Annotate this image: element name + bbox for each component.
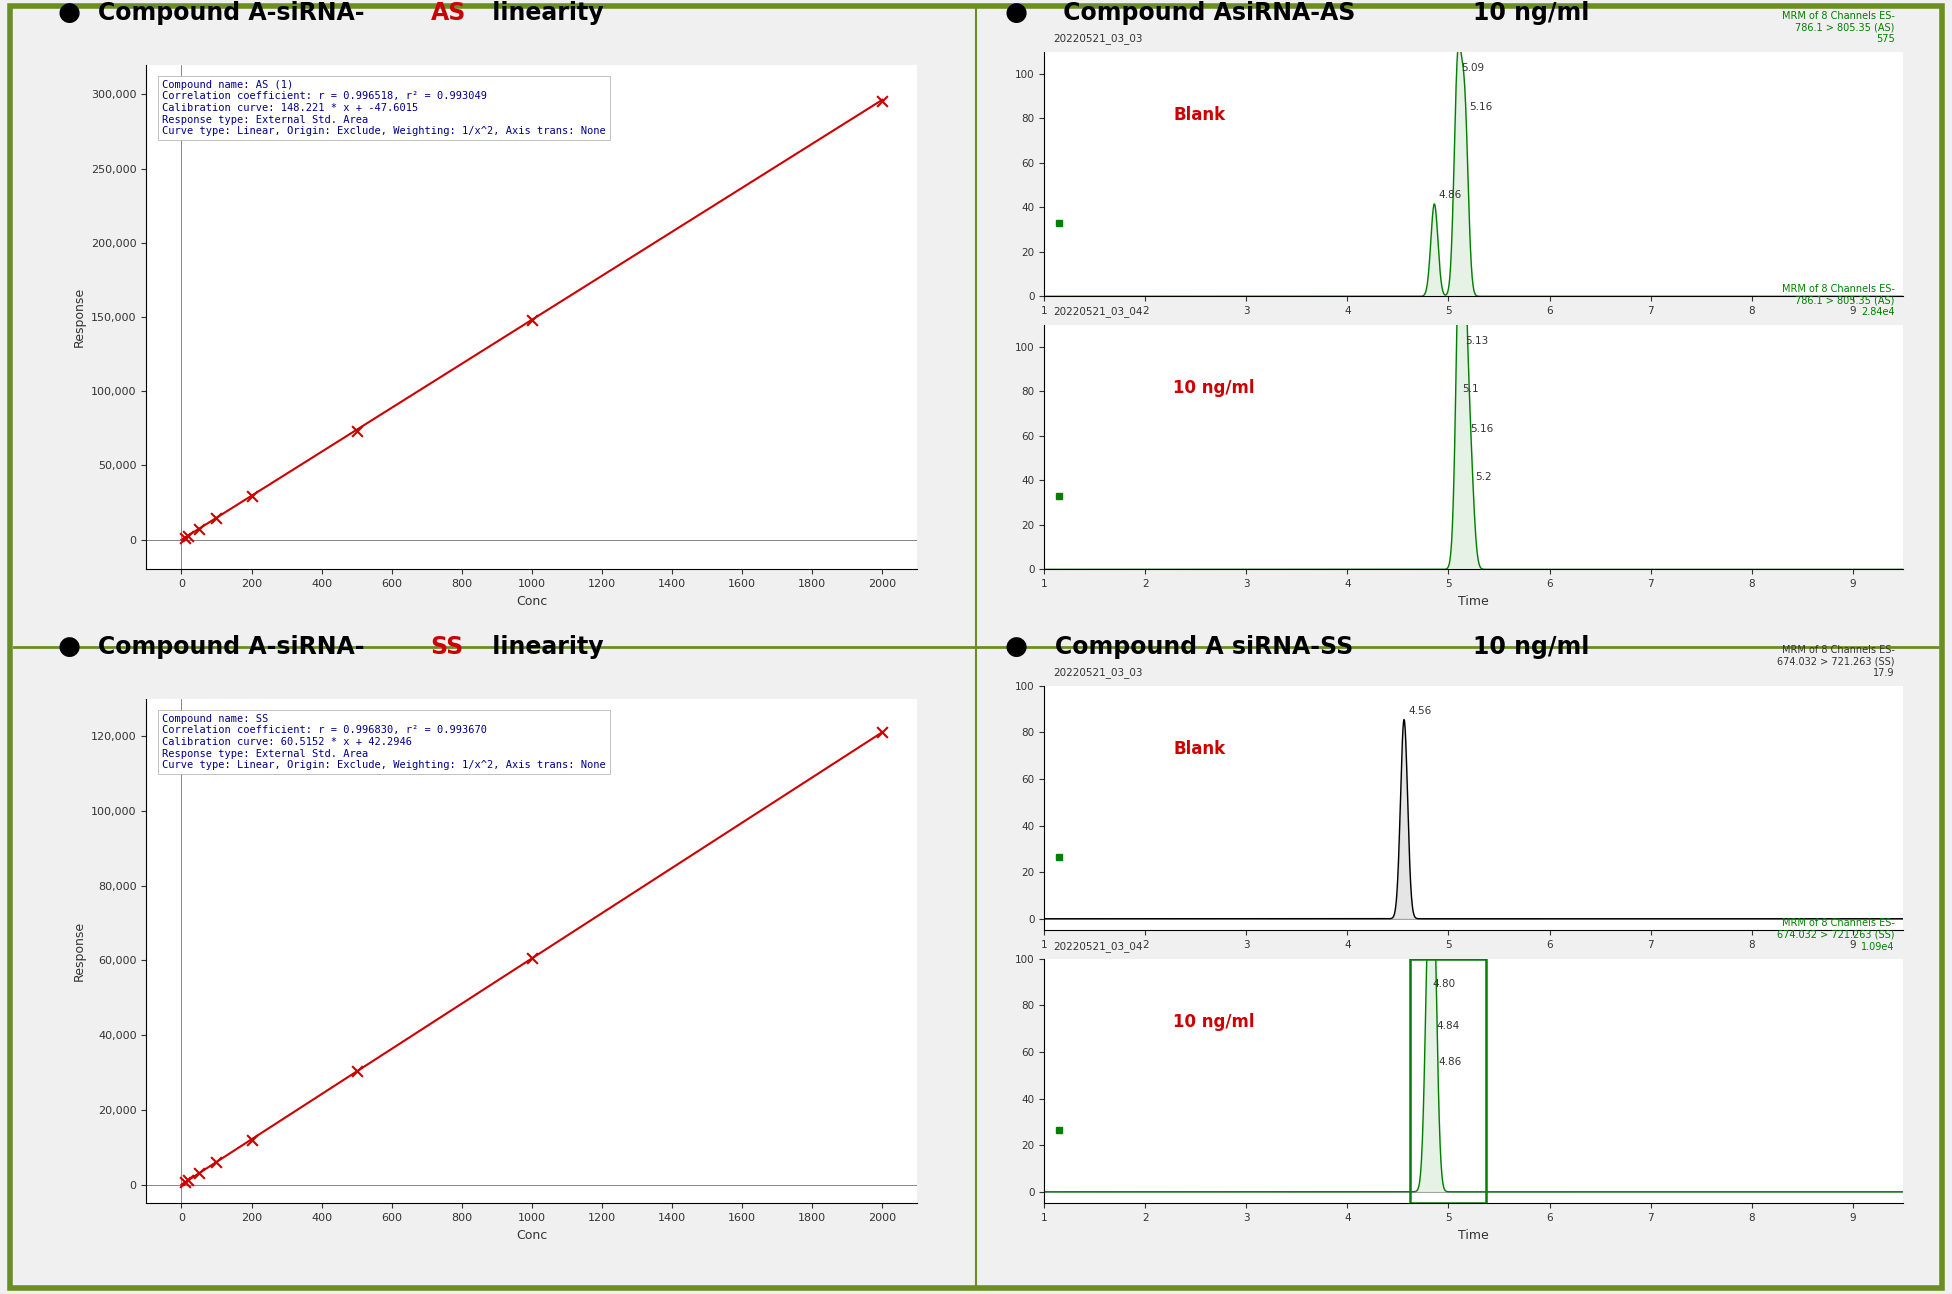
X-axis label: Conc: Conc xyxy=(515,595,549,608)
Text: 10 ng/ml: 10 ng/ml xyxy=(1472,634,1589,659)
X-axis label: Time: Time xyxy=(1458,595,1489,608)
Text: Compound A-siRNA-: Compound A-siRNA- xyxy=(98,0,365,25)
Text: MRM of 8 Channels ES-
674.032 > 721.263 (SS)
17.9: MRM of 8 Channels ES- 674.032 > 721.263 … xyxy=(1776,646,1895,678)
Text: 4.86: 4.86 xyxy=(1439,190,1462,201)
Text: 5.09: 5.09 xyxy=(1462,62,1485,72)
Text: 4.84: 4.84 xyxy=(1437,1021,1460,1031)
Text: 20220521_03_04: 20220521_03_04 xyxy=(1052,941,1142,951)
Text: 10 ng/ml: 10 ng/ml xyxy=(1472,0,1589,25)
Point xyxy=(183,519,215,540)
Point xyxy=(201,507,232,528)
Point xyxy=(867,91,898,111)
Point xyxy=(236,1130,267,1150)
X-axis label: Time: Time xyxy=(1458,1229,1489,1242)
Text: MRM of 8 Channels ES-
786.1 > 805.35 (AS)
575: MRM of 8 Channels ES- 786.1 > 805.35 (AS… xyxy=(1782,12,1895,44)
Point xyxy=(183,1163,215,1184)
Text: AS: AS xyxy=(431,0,467,25)
Y-axis label: Response: Response xyxy=(72,287,86,347)
Point xyxy=(517,949,549,969)
Text: 4.86: 4.86 xyxy=(1439,1057,1462,1066)
Text: ●: ● xyxy=(1005,0,1027,26)
Text: 20220521_03_03: 20220521_03_03 xyxy=(1052,34,1142,44)
Text: Compound name: AS (1)
Correlation coefficient: r = 0.996518, r² = 0.993049
Calib: Compound name: AS (1) Correlation coeffi… xyxy=(162,80,605,136)
Text: linearity: linearity xyxy=(484,0,603,25)
Point xyxy=(201,1152,232,1172)
Text: 4.80: 4.80 xyxy=(1433,980,1456,989)
Point xyxy=(174,525,205,546)
Point xyxy=(342,421,373,441)
Point xyxy=(170,1172,201,1193)
Point xyxy=(342,1061,373,1082)
Text: MRM of 8 Channels ES-
786.1 > 805.35 (AS)
2.84e4: MRM of 8 Channels ES- 786.1 > 805.35 (AS… xyxy=(1782,285,1895,317)
Point xyxy=(236,485,267,506)
Point xyxy=(170,527,201,547)
Y-axis label: Response: Response xyxy=(72,921,86,981)
Point xyxy=(517,311,549,331)
Text: Compound A siRNA-SS: Compound A siRNA-SS xyxy=(1056,634,1362,659)
Text: SS: SS xyxy=(431,634,465,659)
Text: ●: ● xyxy=(59,634,80,660)
Text: Compound A-siRNA-: Compound A-siRNA- xyxy=(98,634,365,659)
Text: 5.16: 5.16 xyxy=(1470,423,1493,433)
Text: linearity: linearity xyxy=(484,634,603,659)
Text: ●: ● xyxy=(1005,634,1027,660)
Text: Blank: Blank xyxy=(1173,740,1226,757)
Text: 10 ng/ml: 10 ng/ml xyxy=(1173,379,1255,396)
Point xyxy=(174,1170,205,1190)
Point xyxy=(867,722,898,743)
Text: ●: ● xyxy=(59,0,80,26)
Text: 20220521_03_04: 20220521_03_04 xyxy=(1052,307,1142,317)
Text: 4.56: 4.56 xyxy=(1407,707,1431,716)
Text: 5.16: 5.16 xyxy=(1468,102,1491,113)
Text: Compound AsiRNA-AS: Compound AsiRNA-AS xyxy=(1056,0,1364,25)
Text: Blank: Blank xyxy=(1173,106,1226,123)
Text: 20220521_03_03: 20220521_03_03 xyxy=(1052,668,1142,678)
Bar xyxy=(1409,959,1485,1203)
Text: 5.2: 5.2 xyxy=(1476,472,1491,483)
Text: MRM of 8 Channels ES-
674.032 > 721.263 (SS)
1.09e4: MRM of 8 Channels ES- 674.032 > 721.263 … xyxy=(1776,919,1895,951)
Text: Compound name: SS
Correlation coefficient: r = 0.996830, r² = 0.993670
Calibrati: Compound name: SS Correlation coefficien… xyxy=(162,714,605,770)
X-axis label: Conc: Conc xyxy=(515,1229,549,1242)
Text: 10 ng/ml: 10 ng/ml xyxy=(1173,1013,1255,1030)
Text: 5.1: 5.1 xyxy=(1462,384,1480,393)
Text: 5.13: 5.13 xyxy=(1466,335,1489,345)
